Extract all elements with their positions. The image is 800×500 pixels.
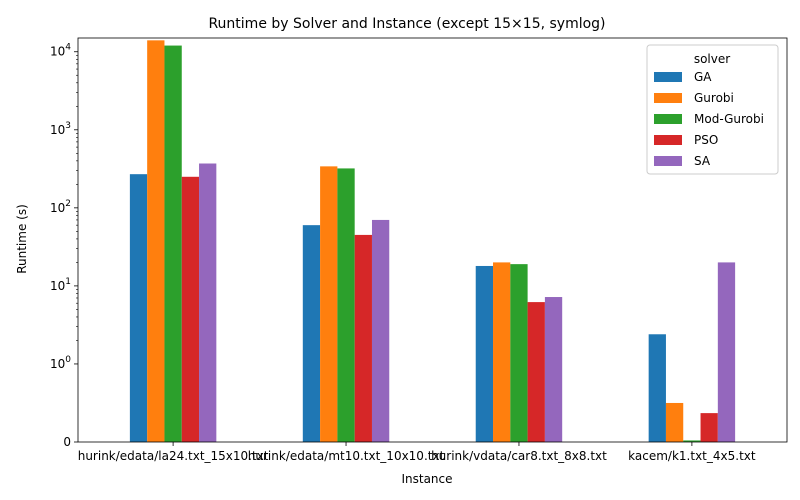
bar-ga-2 (475, 265, 494, 442)
y-tick-label-0: 0 (63, 435, 71, 449)
legend-label-0: GA (694, 70, 712, 84)
bar-ga-0 (129, 174, 148, 442)
legend-label-4: SA (694, 154, 711, 168)
bar-mod-gurobi-2 (510, 264, 528, 442)
y-tick-label-5: 104 (50, 43, 71, 59)
bar-ga-3 (648, 334, 666, 442)
bar-pso-2 (527, 302, 545, 442)
legend-label-2: Mod-Gurobi (694, 112, 764, 126)
bar-gurobi-3 (665, 402, 684, 442)
legend: solver GA Gurobi Mod-Gurobi PSO SA (646, 44, 779, 175)
bar-mod-gurobi-0 (164, 45, 182, 443)
bar-gurobi-1 (320, 166, 338, 443)
x-tick-label-1: hurink/edata/mt10.txt_10x10.txt (248, 449, 445, 463)
bar-pso-0 (181, 176, 200, 443)
legend-swatch-4 (654, 156, 682, 166)
legend-label-3: PSO (694, 133, 718, 147)
legend-swatch-2 (654, 114, 682, 124)
bar-ga-1 (302, 225, 321, 442)
legend-swatch-3 (654, 135, 682, 145)
plot-area: 0 100 101 102 103 104 hurink/edata/la24.txt_15… (50, 37, 788, 463)
y-tick-label-1: 100 (50, 355, 71, 371)
x-tick-label-3: kacem/k1.txt_4x5.txt (628, 449, 756, 463)
chart-title: Runtime by Solver and Instance (except 1… (208, 16, 605, 32)
legend-swatch-1 (654, 93, 682, 103)
bar-mod-gurobi-1 (337, 168, 355, 443)
bar-sa-2 (544, 297, 563, 442)
bar-pso-3 (700, 413, 718, 442)
bar-gurobi-2 (493, 262, 511, 442)
legend-swatch-0 (654, 72, 682, 82)
y-tick-label-3: 102 (50, 199, 71, 215)
bar-sa-1 (371, 219, 390, 442)
x-tick-label-2: hurink/vdata/car8.txt_8x8.txt (431, 449, 607, 463)
y-tick-label-2: 101 (50, 277, 71, 293)
y-tick-label-4: 103 (50, 121, 71, 137)
legend-label-1: Gurobi (694, 91, 734, 105)
legend-title: solver (694, 52, 730, 66)
bar-mod-gurobi-3 (683, 440, 701, 442)
x-axis-label: Instance (401, 472, 452, 486)
bar-sa-3 (717, 262, 736, 442)
bar-pso-1 (354, 234, 372, 442)
bar-gurobi-0 (147, 40, 165, 443)
y-axis-label: Runtime (s) (15, 204, 29, 274)
bar-sa-0 (199, 163, 217, 442)
axes-frame (77, 37, 788, 443)
x-tick-label-0: hurink/edata/la24.txt_15x10.txt (78, 449, 269, 463)
